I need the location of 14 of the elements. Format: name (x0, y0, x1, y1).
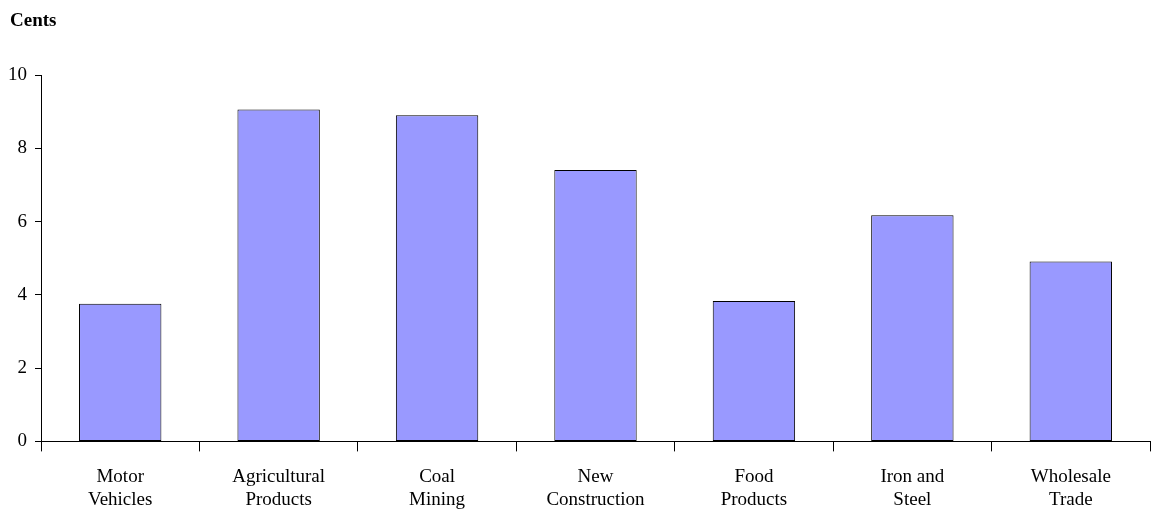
y-tick-label: 6 (17, 209, 27, 231)
y-axis-title: Cents (10, 8, 57, 30)
x-tick-label: Food Products (720, 464, 788, 509)
y-tick-label: 10 (8, 62, 27, 84)
x-tick-label: Coal Mining (409, 464, 466, 509)
x-tick-label: Iron and Steel (880, 464, 945, 509)
x-tick-label: Motor Vehicles (88, 464, 153, 509)
y-tick-label: 8 (17, 136, 27, 158)
y-tick-label: 2 (17, 356, 27, 378)
y-tick-label: 0 (17, 429, 27, 451)
x-tick-label: Agricultural Products (232, 464, 326, 509)
y-tick-label: 4 (17, 282, 28, 304)
x-tick-label: New Construction (546, 464, 646, 509)
x-tick-label: Wholesale Trade (1030, 464, 1111, 509)
